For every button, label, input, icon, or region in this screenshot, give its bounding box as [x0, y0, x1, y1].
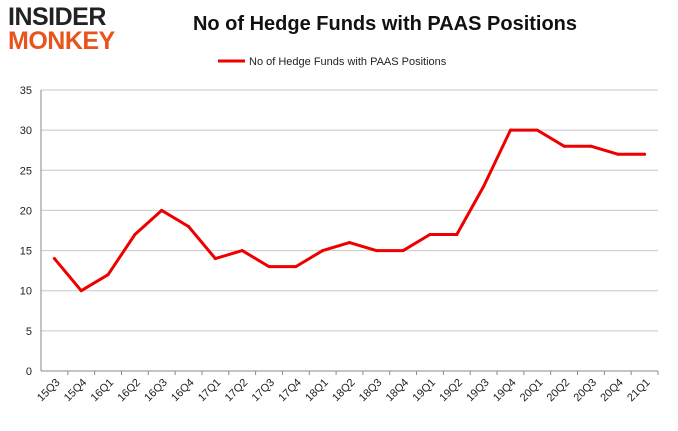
data-point: [267, 265, 271, 269]
data-point: [428, 233, 432, 237]
x-tick-label: 15Q4: [62, 377, 90, 405]
data-point: [160, 208, 164, 212]
x-tick-label: 18Q2: [330, 377, 358, 405]
data-point: [535, 128, 539, 132]
x-tick-label: 18Q4: [384, 377, 412, 405]
x-tick-label: 17Q4: [276, 377, 304, 405]
data-point: [213, 257, 217, 261]
x-tick-label: 20Q1: [518, 377, 546, 405]
legend-label: No of Hedge Funds with PAAS Positions: [249, 56, 447, 68]
y-tick-label: 15: [20, 246, 32, 258]
x-tick-label: 19Q3: [464, 377, 492, 405]
data-point: [374, 249, 378, 253]
x-tick-label: 16Q4: [169, 377, 197, 405]
data-point: [240, 249, 244, 253]
logo-line-2: MONKEY: [8, 26, 115, 55]
y-tick-label: 25: [20, 165, 32, 177]
y-tick-label: 0: [26, 366, 32, 378]
x-tick-label: 19Q1: [411, 377, 439, 405]
data-point: [321, 249, 325, 253]
x-tick-label: 19Q4: [491, 377, 519, 405]
insider-monkey-logo: INSIDER MONKEY: [8, 3, 115, 55]
data-point: [508, 128, 512, 132]
data-point: [401, 249, 405, 253]
data-point: [562, 144, 566, 148]
x-tick-label: 20Q3: [572, 377, 600, 405]
y-tick-label: 5: [26, 326, 32, 338]
y-tick-label: 30: [20, 125, 32, 137]
data-point: [133, 233, 137, 237]
data-point: [616, 152, 620, 156]
data-point: [455, 233, 459, 237]
y-tick-label: 20: [20, 205, 32, 217]
chart-title: No of Hedge Funds with PAAS Positions: [192, 13, 578, 35]
x-tick-label: 17Q2: [223, 377, 251, 405]
x-tick-label: 18Q1: [303, 377, 331, 405]
data-point: [294, 265, 298, 269]
data-point: [106, 273, 110, 277]
x-tick-label: 20Q4: [598, 377, 626, 405]
data-point: [52, 257, 56, 261]
data-point: [643, 152, 647, 156]
y-tick-label: 35: [20, 85, 32, 97]
x-tick-label: 15Q3: [35, 377, 63, 405]
x-tick-label: 17Q1: [196, 377, 224, 405]
x-tick-label: 19Q2: [437, 377, 465, 405]
x-tick-label: 21Q1: [625, 377, 653, 405]
x-tick-label: 20Q2: [545, 377, 573, 405]
data-point: [187, 224, 191, 228]
data-point: [79, 289, 83, 293]
data-point: [482, 184, 486, 188]
y-tick-label: 10: [20, 286, 32, 298]
data-point: [589, 144, 593, 148]
logo-line-1: INSIDER: [8, 3, 106, 31]
x-tick-label: 17Q3: [250, 377, 278, 405]
x-tick-label: 18Q3: [357, 377, 385, 405]
data-point: [348, 241, 351, 245]
x-tick-label: 16Q3: [142, 377, 170, 405]
x-tick-label: 16Q2: [115, 377, 143, 405]
x-tick-label: 16Q1: [89, 377, 117, 405]
